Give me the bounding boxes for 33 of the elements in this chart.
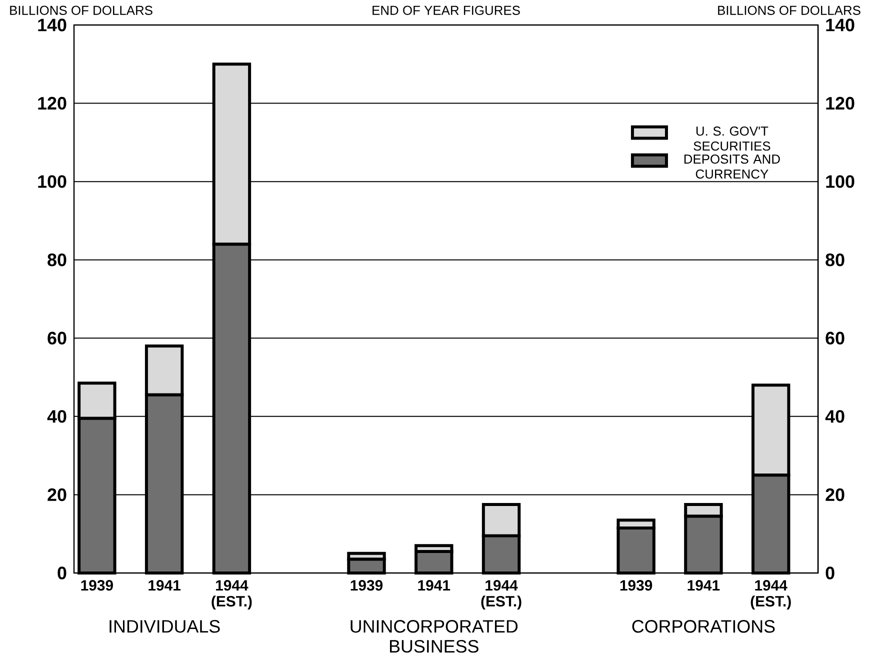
y-tick-label: 120	[38, 96, 66, 110]
legend-label: U. S. GOV'T SECURITIES	[694, 126, 770, 151]
y-tick-label: 0	[58, 566, 66, 580]
legend-label: DEPOSITS AND CURRENCY	[684, 154, 780, 179]
x-tick-label: 1939	[81, 580, 113, 591]
x-tick-label: 1941	[148, 580, 181, 591]
y2-tick-label: 100	[826, 175, 854, 188]
y2-tick-label: 80	[826, 253, 844, 266]
y2-tick-label: 120	[826, 96, 854, 110]
text: UNINCORPORATED BUSINESS	[350, 620, 518, 653]
y2-tick-label: 140	[826, 18, 854, 32]
y-tick-label: 40	[47, 410, 66, 423]
x-tick-label: 1941	[418, 580, 450, 591]
y-tick-label: 80	[48, 253, 66, 266]
y-tick-label: 140	[38, 18, 66, 32]
y2-axis-title: BILLIONS OF DOLLARS	[718, 6, 860, 15]
y-tick-label: 100	[38, 175, 66, 188]
x-tick-label: 1944 (EST.)	[750, 580, 791, 610]
y2-tick-label: 20	[826, 488, 844, 502]
y2-tick-label: 0	[826, 566, 834, 580]
x-tick-label: 1944 (EST.)	[481, 580, 522, 610]
x-tick-label: 1941	[688, 580, 720, 591]
text: INDIVIDUALS	[110, 620, 220, 633]
chart-title: END OF YEAR FIGURES	[372, 6, 520, 15]
y-axis-title: BILLIONS OF DOLLARS	[10, 6, 152, 15]
text: CORPORATIONS	[632, 620, 775, 633]
y-tick-label: 60	[48, 332, 66, 344]
y-tick-label: 20	[48, 488, 66, 502]
y2-tick-label: 60	[826, 332, 844, 344]
x-tick-label: 1939	[620, 580, 652, 591]
x-tick-label: 1939	[350, 580, 383, 591]
x-tick-label: 1944 (EST.)	[212, 580, 252, 610]
y2-tick-label: 40	[825, 410, 844, 423]
